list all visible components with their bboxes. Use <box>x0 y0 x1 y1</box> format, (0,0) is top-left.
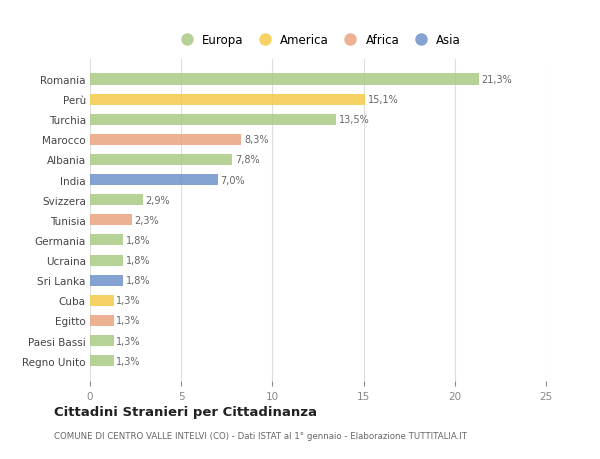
Text: 2,3%: 2,3% <box>134 215 160 225</box>
Bar <box>90 114 336 125</box>
Bar <box>90 235 123 246</box>
Legend: Europa, America, Africa, Asia: Europa, America, Africa, Asia <box>172 30 464 50</box>
Text: 7,8%: 7,8% <box>235 155 260 165</box>
Text: Cittadini Stranieri per Cittadinanza: Cittadini Stranieri per Cittadinanza <box>54 405 317 419</box>
Text: 1,3%: 1,3% <box>116 336 141 346</box>
Text: 8,3%: 8,3% <box>244 135 269 145</box>
Text: COMUNE DI CENTRO VALLE INTELVI (CO) - Dati ISTAT al 1° gennaio - Elaborazione TU: COMUNE DI CENTRO VALLE INTELVI (CO) - Da… <box>54 431 467 440</box>
Bar <box>90 255 123 266</box>
Text: 7,0%: 7,0% <box>220 175 245 185</box>
Bar <box>90 74 479 85</box>
Text: 1,3%: 1,3% <box>116 356 141 366</box>
Text: 15,1%: 15,1% <box>368 95 399 105</box>
Bar <box>90 195 143 206</box>
Text: 1,8%: 1,8% <box>125 235 150 246</box>
Text: 1,3%: 1,3% <box>116 296 141 306</box>
Bar <box>90 275 123 286</box>
Text: 2,9%: 2,9% <box>146 195 170 205</box>
Text: 13,5%: 13,5% <box>339 115 370 125</box>
Text: 1,8%: 1,8% <box>125 256 150 265</box>
Text: 1,3%: 1,3% <box>116 316 141 326</box>
Text: 21,3%: 21,3% <box>481 75 512 85</box>
Bar <box>90 355 114 366</box>
Text: 1,8%: 1,8% <box>125 275 150 285</box>
Bar <box>90 215 132 226</box>
Bar <box>90 155 232 166</box>
Bar <box>90 295 114 306</box>
Bar <box>90 335 114 346</box>
Bar <box>90 95 365 106</box>
Bar <box>90 315 114 326</box>
Bar <box>90 174 218 186</box>
Bar <box>90 134 241 146</box>
